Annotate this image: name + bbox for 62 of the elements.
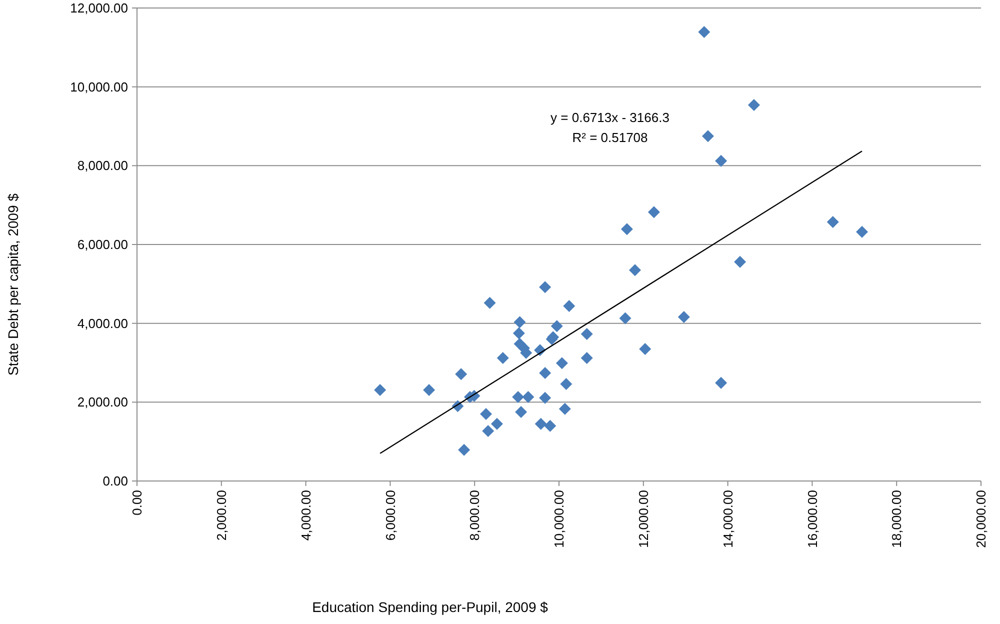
x-tick-label: 0.00 xyxy=(130,490,145,516)
x-tick-label: 16,000.00 xyxy=(804,490,820,548)
annotation: y = 0.6713x - 3166.3 xyxy=(550,110,670,125)
point xyxy=(563,300,576,312)
point xyxy=(550,320,563,332)
point xyxy=(639,342,652,355)
x-tick-label: 2,000.00 xyxy=(214,490,229,541)
point xyxy=(374,384,386,396)
point xyxy=(539,367,552,379)
x-tick-label: 12,000.00 xyxy=(636,490,651,548)
x-tick-label: 18,000.00 xyxy=(889,490,904,548)
point xyxy=(539,281,552,294)
y-tick-label: 6,000.00 xyxy=(77,237,128,252)
point xyxy=(515,406,528,418)
y-tick-label: 12,000.00 xyxy=(70,0,128,16)
point xyxy=(482,424,494,437)
point xyxy=(496,352,509,364)
point xyxy=(580,328,593,340)
annotation: R² = 0.51708 xyxy=(572,130,648,145)
x-axis-title: Education Spending per-Pupil, 2009 $ xyxy=(312,599,548,615)
point xyxy=(556,357,568,370)
point xyxy=(734,256,746,268)
x-tick-label: 14,000.00 xyxy=(720,490,736,548)
x-tick-label: 6,000.00 xyxy=(382,490,398,541)
point xyxy=(484,296,496,309)
point xyxy=(512,391,524,404)
point xyxy=(580,352,593,364)
point xyxy=(856,226,868,238)
point xyxy=(458,444,470,456)
y-tick-label: 8,000.00 xyxy=(77,158,128,174)
x-tick-label: 10,000.00 xyxy=(552,490,567,548)
point xyxy=(715,376,728,389)
point xyxy=(678,311,690,324)
point xyxy=(512,327,525,340)
point xyxy=(648,206,660,218)
y-tick-label: 0.00 xyxy=(102,474,128,489)
point xyxy=(455,368,468,380)
point xyxy=(826,216,839,228)
point xyxy=(539,392,552,404)
y-tick-label: 2,000.00 xyxy=(77,394,128,410)
point xyxy=(514,316,526,328)
x-tick-label: 20,000.00 xyxy=(974,490,989,548)
point xyxy=(490,418,503,430)
y-axis-title: State Debt per capita, 2009 $ xyxy=(5,193,21,376)
point xyxy=(620,223,633,236)
point xyxy=(558,402,571,415)
x-tick-label: 8,000.00 xyxy=(467,490,482,541)
point xyxy=(619,312,632,324)
point xyxy=(423,384,436,396)
point xyxy=(522,391,534,404)
point xyxy=(480,408,492,420)
point xyxy=(560,378,572,390)
y-tick-label: 10,000.00 xyxy=(70,79,128,94)
point xyxy=(544,420,556,432)
point xyxy=(715,154,728,167)
point xyxy=(702,130,714,142)
point xyxy=(628,264,641,276)
point xyxy=(534,418,547,430)
x-tick-label: 4,000.00 xyxy=(298,490,314,541)
point xyxy=(698,26,710,38)
point xyxy=(748,98,760,111)
y-tick-label: 4,000.00 xyxy=(77,316,128,331)
